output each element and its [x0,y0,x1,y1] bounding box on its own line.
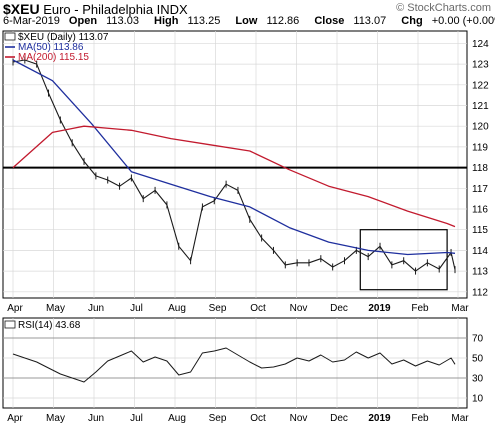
price-x-tick-label: 2019 [368,303,391,314]
rsi-y-tick-label: 30 [472,374,484,385]
price-y-tick-label: 115 [472,225,488,236]
price-y-tick-label: 122 [472,80,489,91]
price-series [12,56,456,275]
rsi-x-tick-label: Aug [168,413,186,424]
rsi-x-tick-label: Oct [250,413,266,424]
price-x-tick-label: Jun [88,303,104,314]
price-x-tick-label: Apr [7,303,23,314]
legend-price-swatch [4,32,16,41]
price-x-axis-labels: Apr May Jun Jul Aug Sep Oct Nov Dec 2019 Feb Mar [7,303,469,314]
consolidation-box [359,229,448,291]
rsi-series-line [12,347,456,383]
rsi-x-tick-label: Nov [290,413,308,424]
low-label: Low [235,15,258,27]
chart-header: $XEU Euro - Philadelphia INDX © StockCha… [0,0,495,30]
close-label: Close [314,15,345,27]
symbol: $XEU [3,1,40,17]
chg-label: Chg [401,15,423,27]
price-y-tick-label: 112 [472,287,488,298]
low-value: 112.86 [266,15,300,27]
rsi-y-tick-label: 70 [472,334,484,345]
rsi-y-ticks: 10 30 50 70 [472,334,484,405]
price-panel-frame [2,30,468,299]
rsi-x-tick-label: Apr [7,413,23,424]
close-value: 113.07 [353,15,387,27]
ma200-series-line [12,125,456,228]
rsi-legend: RSI(14) 43.68 [4,320,81,331]
legend-ma50-label: MA(50) 113.86 [18,42,84,53]
price-x-tick-label: Sep [209,303,227,314]
chart-title: $XEU Euro - Philadelphia INDX [3,1,188,17]
price-annotations [3,166,467,291]
price-x-tick-label: Nov [290,303,308,314]
rsi-x-tick-label: Jun [88,413,104,424]
price-y-tick-label: 120 [472,122,489,133]
legend-rsi-label: RSI(14) 43.68 [18,320,81,331]
price-x-tick-label: Aug [168,303,186,314]
price-y-tick-label: 124 [472,39,489,50]
price-x-tick-label: Dec [330,303,348,314]
open-value: 113.03 [106,15,139,27]
quote-row: 6-Mar-2019 Open 113.03 High 113.25 Low 1… [3,15,495,27]
ma50-series-line [12,59,456,256]
rsi-panel-frame [2,317,468,409]
price-y-tick-label: 118 [472,163,488,174]
price-x-tick-label: Mar [451,303,469,314]
quote-date: 6-Mar-2019 [3,15,60,27]
rsi-x-tick-label: 2019 [368,413,391,424]
price-y-tick-label: 113 [472,267,488,278]
rsi-x-tick-label: Jul [130,413,143,424]
price-y-tick-label: 114 [472,246,488,257]
legend-ma200-label: MA(200) 115.15 [18,52,89,63]
rsi-x-axis-labels: Apr May Jun Jul Aug Sep Oct Nov Dec 2019 Feb Mar [7,413,469,424]
price-x-tick-label: May [46,303,65,314]
index-name: Euro - Philadelphia INDX [43,2,188,17]
rsi-x-tick-label: Sep [209,413,227,424]
rsi-grid [3,318,467,408]
watermark: © StockCharts.com [396,2,491,14]
rsi-x-tick-label: Feb [411,413,429,424]
rsi-x-tick-label: May [46,413,65,424]
price-y-tick-label: 117 [472,184,488,195]
rsi-series [12,347,456,383]
open-label: Open [68,15,98,27]
price-y-tick-label: 119 [472,142,488,153]
legend-rsi-swatch [4,320,16,329]
price-y-ticks: 112 113 114 115 116 117 118 119 120 121 122 123 124 [472,39,489,298]
rsi-y-tick-label: 50 [472,354,484,365]
rsi-y-tick-label: 10 [472,394,484,405]
price-y-tick-label: 116 [472,205,488,216]
price-x-tick-label: Jul [130,303,143,314]
rsi-x-tick-label: Dec [330,413,348,424]
price-panel: 112113114115116117118119120121122123124 … [2,30,489,299]
price-y-tick-label: 121 [472,101,489,112]
price-legend: $XEU (Daily) 113.07 MA(50) 113.86 MA(200… [4,32,109,63]
legend-price-label: $XEU (Daily) 113.07 [18,32,109,43]
price-x-tick-label: Feb [411,303,429,314]
rsi-panel: 10 30 50 70 RSI(14) 43.68 [2,317,484,409]
price-x-tick-label: Oct [250,303,266,314]
high-label: High [154,15,179,27]
chg-value: +0.00 (+0.00%) [431,15,495,27]
rsi-x-tick-label: Mar [451,413,469,424]
price-y-tick-label: 123 [472,60,489,71]
high-value: 113.25 [187,15,221,27]
